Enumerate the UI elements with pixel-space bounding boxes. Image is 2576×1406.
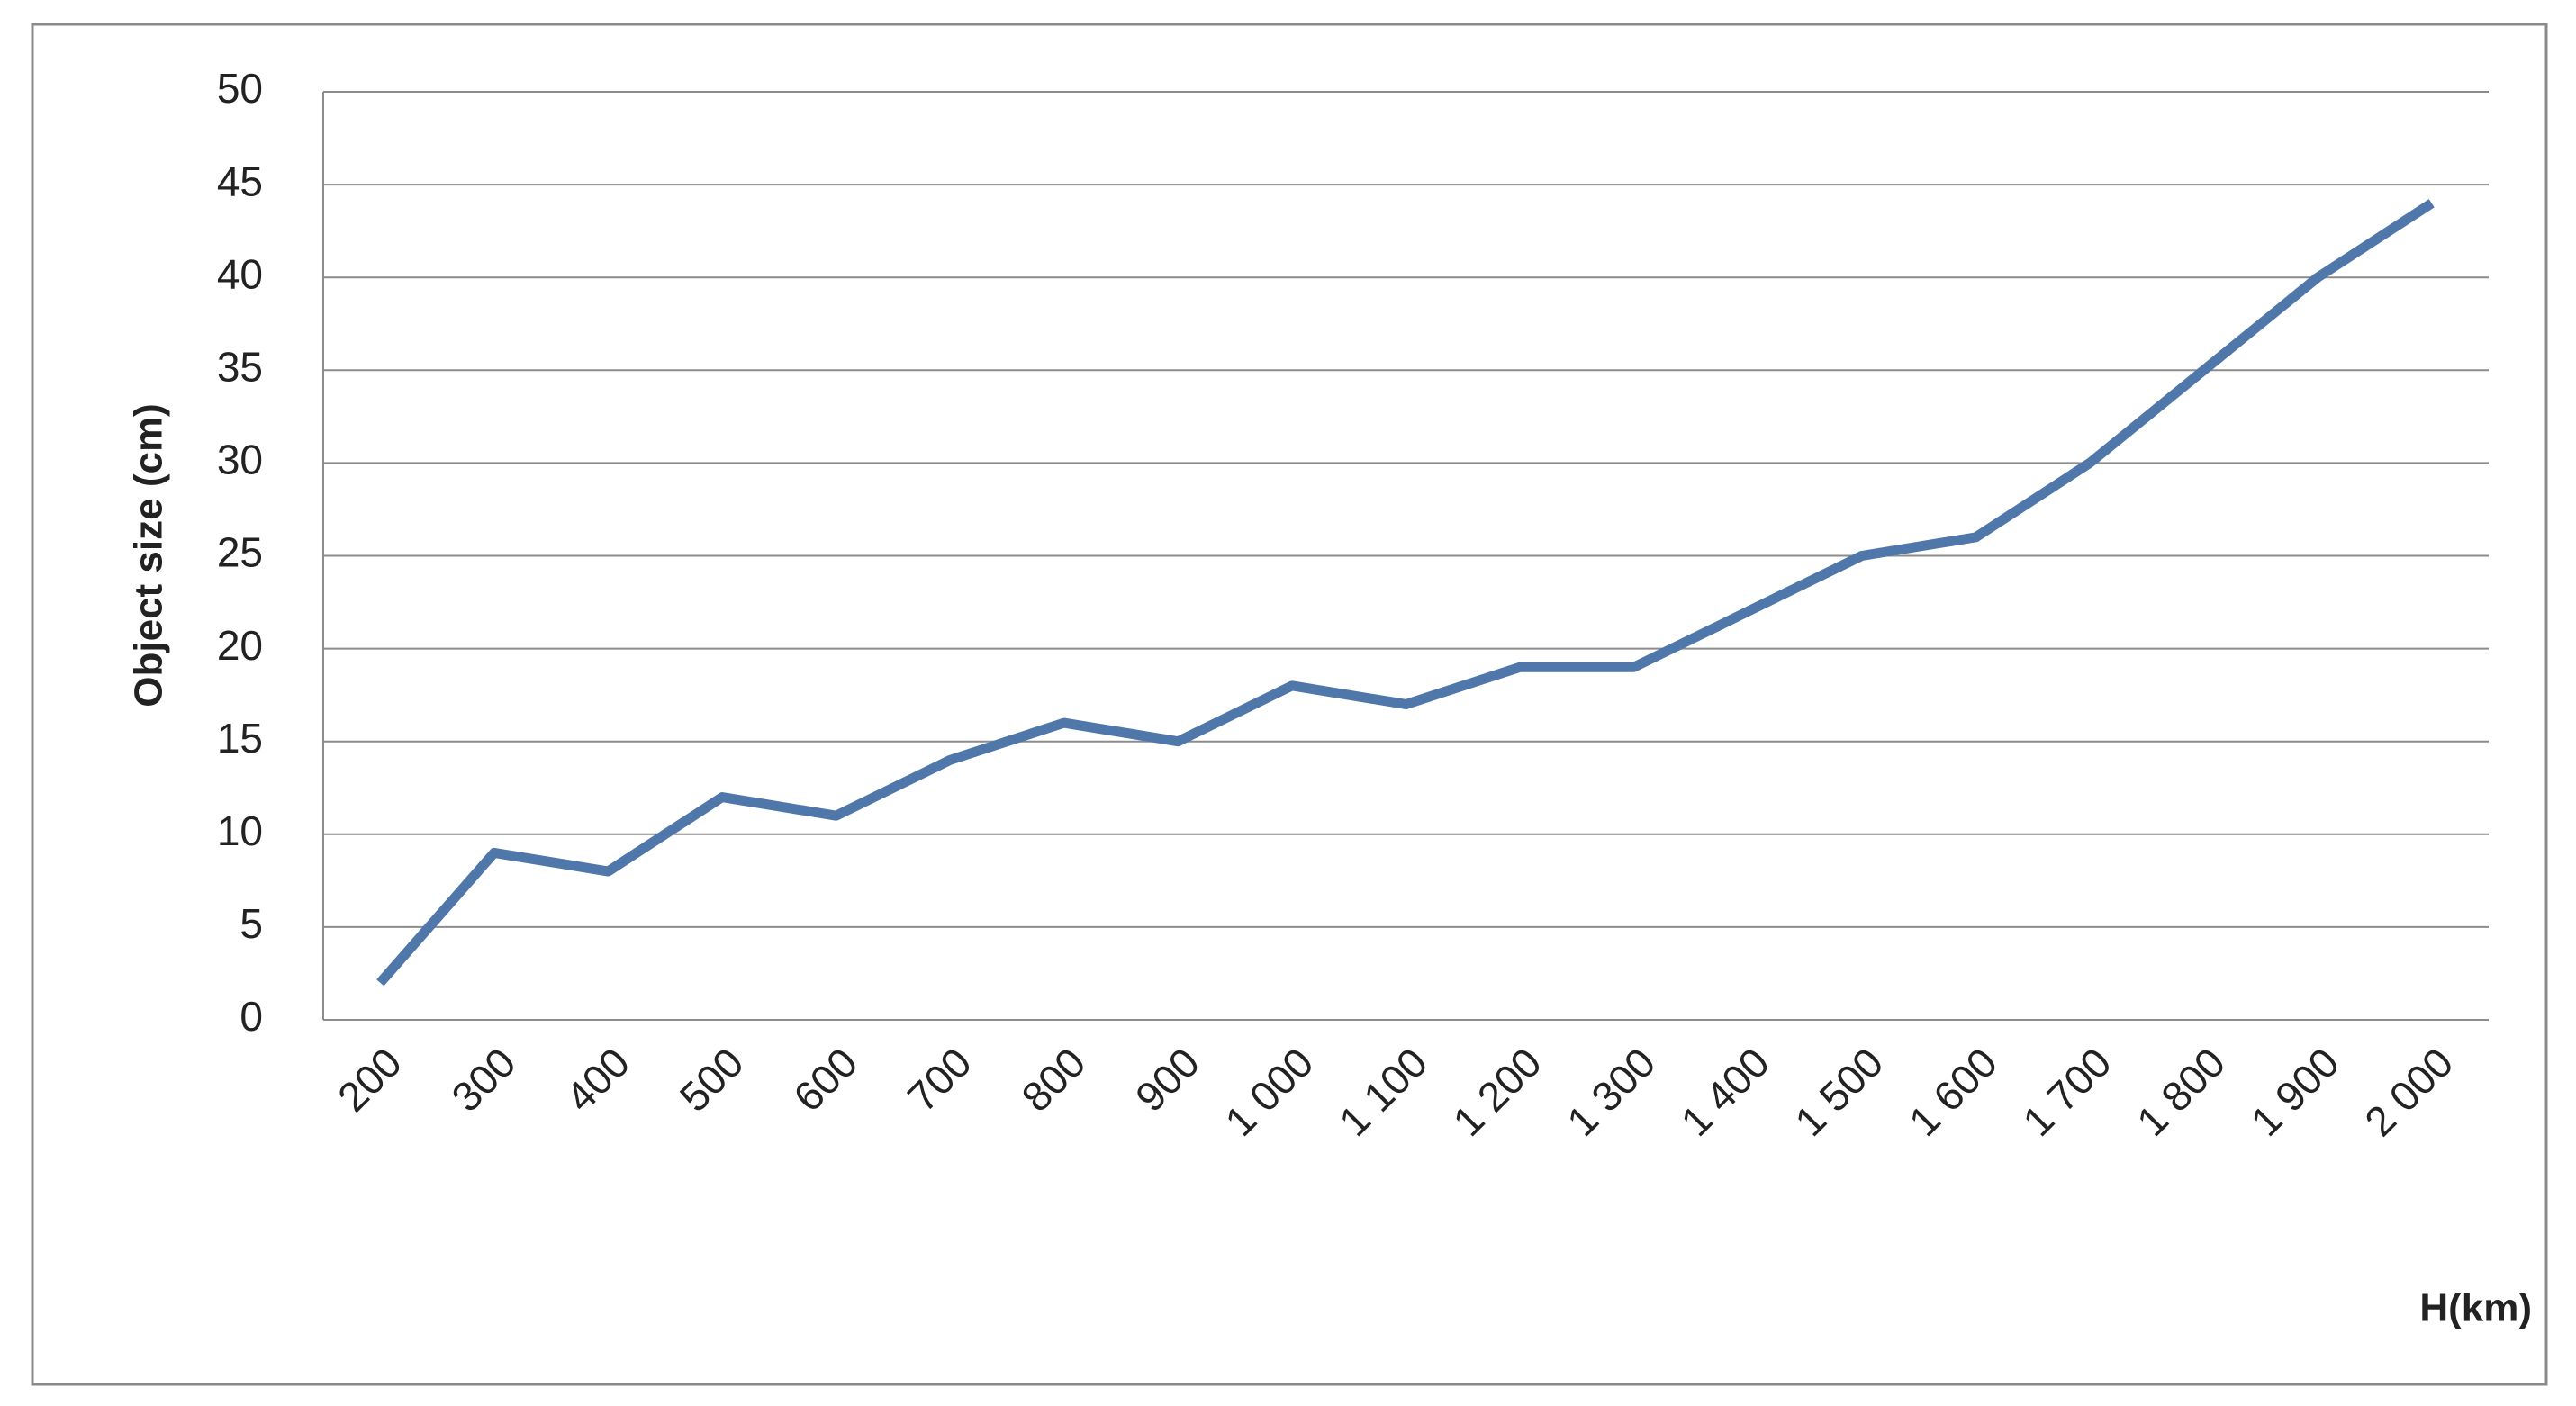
y-axis-title: Object size (cm): [127, 403, 171, 707]
y-tick-label: 40: [217, 250, 263, 297]
y-tick-label: 45: [217, 158, 263, 204]
y-tick-label: 10: [217, 807, 263, 854]
y-tick-label: 25: [217, 529, 263, 576]
chart-border: [31, 23, 2548, 1386]
y-tick-label: 35: [217, 343, 263, 390]
y-tick-label: 20: [217, 622, 263, 669]
y-tick-label: 5: [240, 900, 263, 947]
x-axis-title: H(km): [2419, 1286, 2532, 1330]
data-line: [376, 199, 2435, 987]
y-tick-label: 30: [217, 437, 263, 483]
y-tick-label: 50: [217, 65, 263, 112]
y-tick-label: 15: [217, 715, 263, 762]
y-tick-label: 0: [240, 993, 263, 1040]
